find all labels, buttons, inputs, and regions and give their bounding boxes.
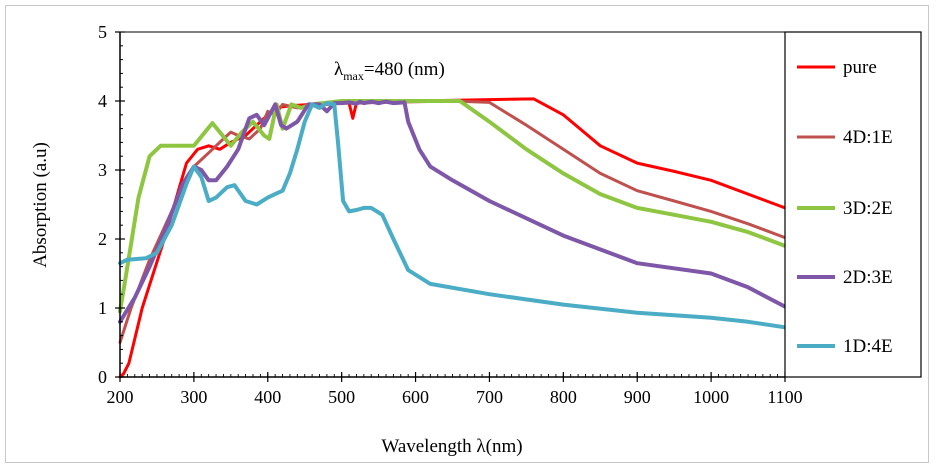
x-tick-label: 900 xyxy=(624,387,651,407)
x-tick-label: 700 xyxy=(476,387,503,407)
x-tick-label: 600 xyxy=(402,387,429,407)
y-tick-label: 0 xyxy=(98,367,107,387)
y-tick-label: 5 xyxy=(98,22,107,42)
annotation-text: =480 (nm) xyxy=(364,59,445,80)
legend-label: 1D:4E xyxy=(843,336,893,357)
x-tick-label: 300 xyxy=(180,387,207,407)
legend-label: 4D:1E xyxy=(843,127,893,148)
annotation-symbol: λ xyxy=(334,59,344,80)
x-tick-label: 200 xyxy=(107,387,134,407)
plot-area xyxy=(118,97,787,379)
x-axis-title: Wavelength λ(nm) xyxy=(381,436,522,457)
x-tick-label: 800 xyxy=(550,387,577,407)
y-tick-label: 4 xyxy=(98,91,107,111)
y-tick-label: 1 xyxy=(98,298,107,318)
series-line-1d-4e xyxy=(118,101,787,330)
axes: 0 1 2 3 4 5 200 300 400 500 600 700 800 900 1000 1100 xyxy=(98,22,803,407)
x-tick-label: 400 xyxy=(254,387,281,407)
legend-label: 2D:3E xyxy=(843,267,893,288)
y-tick-label: 3 xyxy=(98,160,107,180)
legend: pure 4D:1E 3D:2E 2D:3E 1D:4E xyxy=(784,31,922,378)
legend-box xyxy=(784,31,922,378)
x-tick-label: 1100 xyxy=(767,387,802,407)
y-tick-label: 2 xyxy=(98,229,107,249)
legend-label: 3D:2E xyxy=(843,198,893,219)
x-tick-label: 500 xyxy=(328,387,355,407)
lambda-max-annotation: λmax=480 (nm) xyxy=(334,59,445,83)
series-line-2d-3e xyxy=(118,99,787,324)
y-axis-title: Absorption (a.u) xyxy=(30,142,51,268)
series-line-3d-2e xyxy=(118,99,787,314)
annotation-subscript: max xyxy=(343,69,364,83)
series-line-4d-1e xyxy=(118,99,787,344)
x-tick-label: 1000 xyxy=(693,387,729,407)
legend-label: pure xyxy=(843,57,877,78)
